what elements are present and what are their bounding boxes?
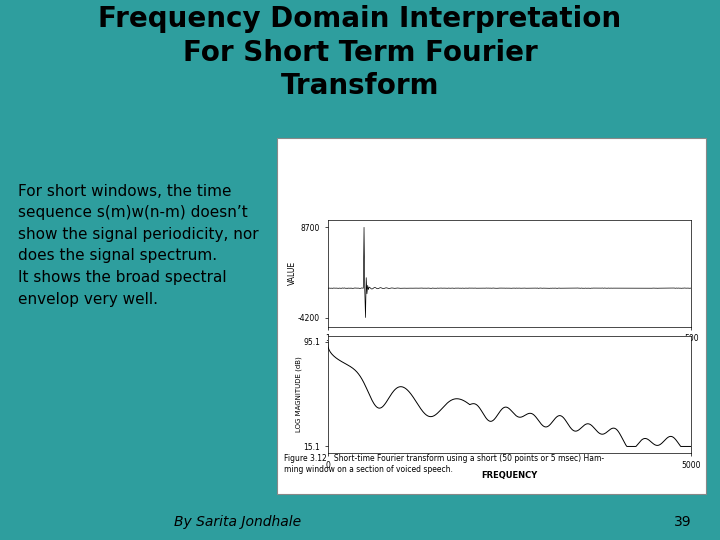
Y-axis label: LOG MAGNITUDE (dB): LOG MAGNITUDE (dB) bbox=[295, 356, 302, 432]
Text: For short windows, the time
sequence s(m)w(n-m) doesn’t
show the signal periodic: For short windows, the time sequence s(m… bbox=[18, 184, 258, 307]
Text: 39: 39 bbox=[674, 515, 691, 529]
Text: Figure 3.12   Short-time Fourier transform using a short (50 points or 5 msec) H: Figure 3.12 Short-time Fourier transform… bbox=[284, 454, 605, 474]
X-axis label: SAMPLE: SAMPLE bbox=[490, 345, 528, 354]
FancyBboxPatch shape bbox=[277, 138, 706, 494]
X-axis label: FREQUENCY: FREQUENCY bbox=[481, 471, 538, 480]
Text: By Sarita Jondhale: By Sarita Jondhale bbox=[174, 515, 301, 529]
Text: Frequency Domain Interpretation
For Short Term Fourier
Transform: Frequency Domain Interpretation For Shor… bbox=[99, 5, 621, 100]
Y-axis label: VALUE: VALUE bbox=[287, 261, 297, 285]
